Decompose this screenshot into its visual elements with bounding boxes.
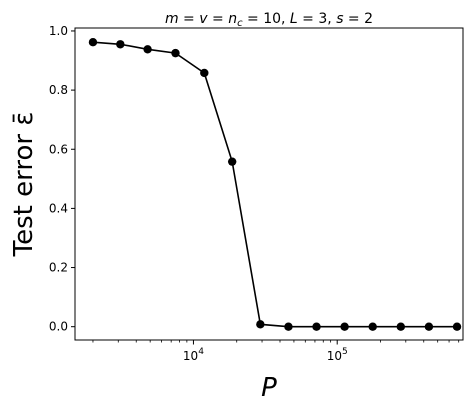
data-point xyxy=(396,322,406,331)
data-point xyxy=(424,322,434,331)
data-point xyxy=(312,322,321,331)
data-point xyxy=(171,48,180,58)
data-point xyxy=(200,68,209,78)
y-tick-label: 0.6 xyxy=(49,142,68,156)
x-tick-label: 104 xyxy=(183,347,204,363)
data-point xyxy=(143,45,152,54)
y-tick-label: 0.0 xyxy=(49,320,68,334)
y-tick-label: 0.4 xyxy=(49,201,68,215)
y-axis-label: Test error ε̄ xyxy=(9,112,39,258)
data-point xyxy=(368,322,377,331)
ticks-layer: 0.0 0.2 0.4 0.6 0.8 1.0 104 105 xyxy=(49,24,460,363)
chart-title: m = v = nc = 10, L = 3, s = 2 xyxy=(165,11,373,29)
data-point xyxy=(340,322,349,331)
data-point xyxy=(452,322,462,331)
data-point xyxy=(116,40,125,49)
y-tick-label: 0.8 xyxy=(49,83,68,97)
y-tick-label: 1.0 xyxy=(49,24,68,38)
series-line xyxy=(92,41,458,328)
y-tick-label: 0.2 xyxy=(49,261,68,275)
x-tick-label: 105 xyxy=(327,347,348,363)
series-layer xyxy=(88,37,462,331)
data-point xyxy=(284,322,293,331)
x-axis-label: P xyxy=(261,373,277,403)
data-point xyxy=(256,320,265,329)
plot-frame xyxy=(74,27,464,341)
data-point xyxy=(227,157,237,166)
data-point xyxy=(88,37,98,47)
